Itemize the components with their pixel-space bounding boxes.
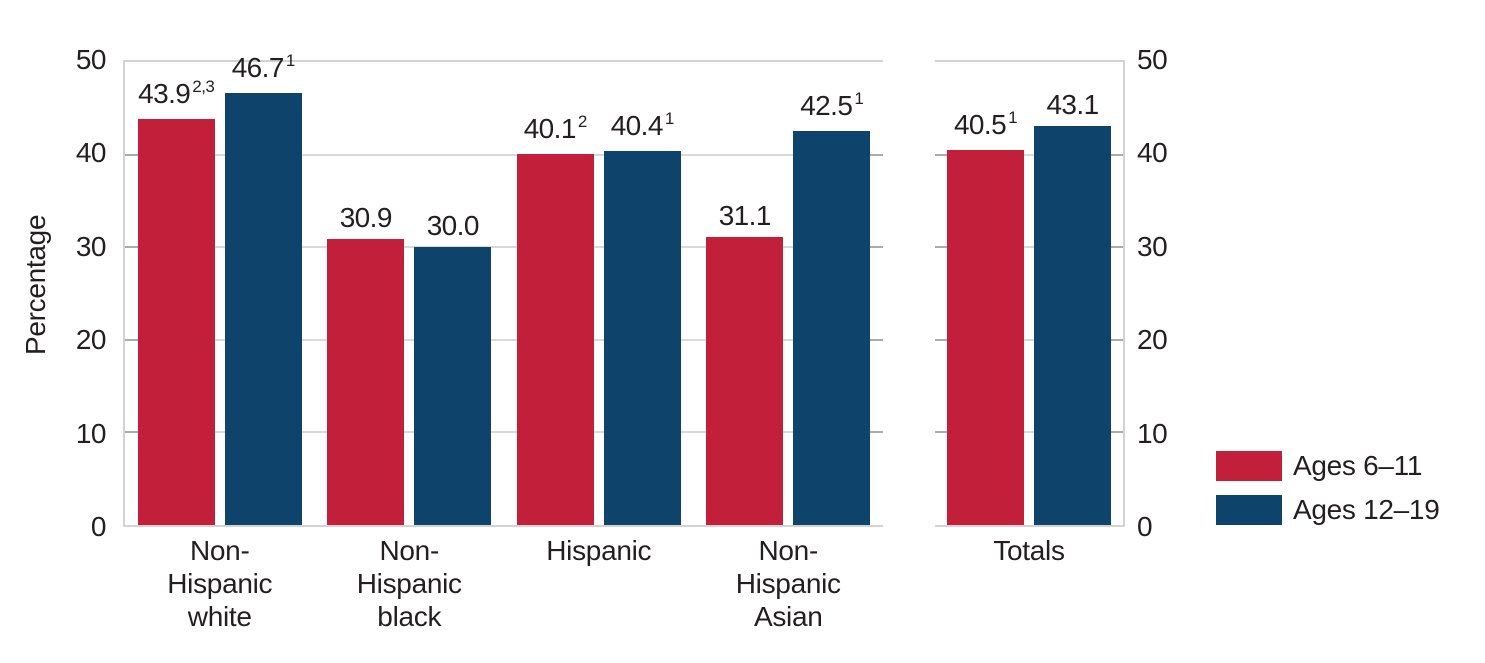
- gridline: [125, 153, 883, 156]
- gridline: [935, 246, 1123, 249]
- y-axis-tick-label: 20: [1137, 324, 1168, 356]
- y-axis-tick-label: 10: [1137, 417, 1168, 449]
- category-label: Non- Hispanic Asian: [735, 535, 841, 632]
- bar-ages-12-19: [414, 247, 492, 525]
- gridline: [125, 431, 883, 434]
- axis-tick: [1110, 431, 1123, 434]
- y-axis-tick-label: 50: [1137, 44, 1168, 75]
- chart-panel-totals: 40.5 1 43.1 Totals: [935, 60, 1125, 566]
- axis-tick: [935, 153, 948, 156]
- axis-tick: [125, 153, 138, 156]
- legend-item-ages-12-19: Ages 12–19: [1216, 494, 1440, 525]
- y-axis-tick-label: 30: [1137, 230, 1168, 262]
- axis-tick: [125, 431, 138, 434]
- bar-ages-12-19: [224, 92, 302, 525]
- y-axis-tick-labels-left: 0 10 20 30 40 50: [0, 0, 107, 663]
- category-label: Hispanic: [546, 535, 652, 566]
- value-label: 31.1: [718, 200, 772, 232]
- footnote-superscript: 1: [1008, 107, 1018, 127]
- value-label: 43.9 2,3: [138, 76, 215, 112]
- legend-label-ages-12-19: Ages 12–19: [1293, 494, 1440, 525]
- value-text: 30.9: [339, 201, 393, 233]
- value-label: 42.5 1: [800, 89, 864, 124]
- value-label: 40.1 2: [523, 111, 588, 147]
- bar-ages-12-19: [793, 131, 871, 525]
- value-text: 46.7: [231, 51, 285, 83]
- axis-tick: [1110, 338, 1123, 341]
- axis-tick: [1110, 153, 1123, 156]
- bar-ages-6-11: [516, 153, 594, 525]
- footnote-superscript: 2: [577, 111, 587, 131]
- legend-swatch-ages-6-11: [1216, 451, 1282, 481]
- bar-ages-6-11: [947, 149, 1024, 525]
- y-axis-tick-label: 0: [1137, 511, 1153, 542]
- chart-panel-race-ethnicity: 43.9 2,3 46.7 1 Non- Hispanic white 30.9 30.0 N…: [123, 51, 883, 632]
- gridline: [935, 431, 1123, 434]
- gridline: [125, 246, 883, 249]
- value-label: 43.1: [1046, 88, 1099, 120]
- category-label: Non- Hispanic black: [356, 535, 462, 632]
- legend-item-ages-6-11: Ages 6–11: [1216, 450, 1439, 481]
- axis-tick: [125, 246, 138, 249]
- value-text: 40.4: [610, 109, 664, 141]
- bar-ages-12-19: [603, 150, 681, 525]
- value-label: 30.0: [426, 210, 480, 242]
- value-label: 46.7 1: [231, 50, 296, 86]
- gridline: [935, 153, 1123, 156]
- y-axis-tick-label: 30: [75, 230, 107, 262]
- axis-tick: [870, 246, 883, 249]
- axis-tick: [870, 338, 883, 341]
- value-text: 40.5: [953, 108, 1007, 140]
- footnote-superscript: 2,3: [192, 76, 215, 96]
- legend-label-ages-6-11: Ages 6–11: [1293, 450, 1423, 481]
- axis-tick: [125, 338, 138, 341]
- value-label: 40.4 1: [610, 108, 675, 144]
- value-label: 40.5 1: [953, 107, 1018, 143]
- axis-tick: [935, 338, 948, 341]
- footnote-superscript: 1: [664, 108, 674, 128]
- bar-ages-6-11: [137, 118, 215, 525]
- y-axis-tick-label: 40: [75, 137, 107, 169]
- value-text: 30.0: [426, 210, 480, 242]
- y-axis-tick-label: 50: [75, 44, 107, 75]
- bar-ages-6-11: [327, 238, 405, 525]
- value-label: 30.9: [339, 201, 393, 233]
- axis-tick: [935, 246, 948, 249]
- bar-ages-6-11: [706, 237, 784, 525]
- axis-tick: [1110, 246, 1123, 249]
- legend-swatch-ages-12-19: [1216, 495, 1282, 525]
- footnote-superscript: 1: [854, 89, 864, 109]
- y-axis-tick-label: 20: [75, 324, 107, 356]
- value-text: 42.5: [800, 90, 853, 122]
- legend: Ages 6–11 Ages 12–19: [1216, 450, 1440, 539]
- value-text: 43.9: [138, 77, 191, 109]
- value-text: 31.1: [718, 200, 772, 232]
- y-axis-tick-label: 10: [75, 417, 107, 449]
- category-label: Non- Hispanic white: [167, 535, 273, 632]
- gridline: [935, 338, 1123, 341]
- y-axis-tick-label: 40: [1137, 137, 1168, 169]
- category-label: Totals: [993, 535, 1065, 566]
- value-text: 40.1: [523, 112, 577, 144]
- axis-tick: [935, 431, 948, 434]
- y-axis-tick-label: 0: [90, 511, 107, 542]
- gridline: [125, 338, 883, 341]
- value-text: 43.1: [1046, 88, 1099, 120]
- y-axis-tick-labels-right: 0 10 20 30 40 50: [1137, 0, 1217, 663]
- axis-tick: [870, 153, 883, 156]
- bar-ages-12-19: [1034, 125, 1111, 525]
- axis-tick: [870, 431, 883, 434]
- footnote-superscript: 1: [285, 50, 295, 70]
